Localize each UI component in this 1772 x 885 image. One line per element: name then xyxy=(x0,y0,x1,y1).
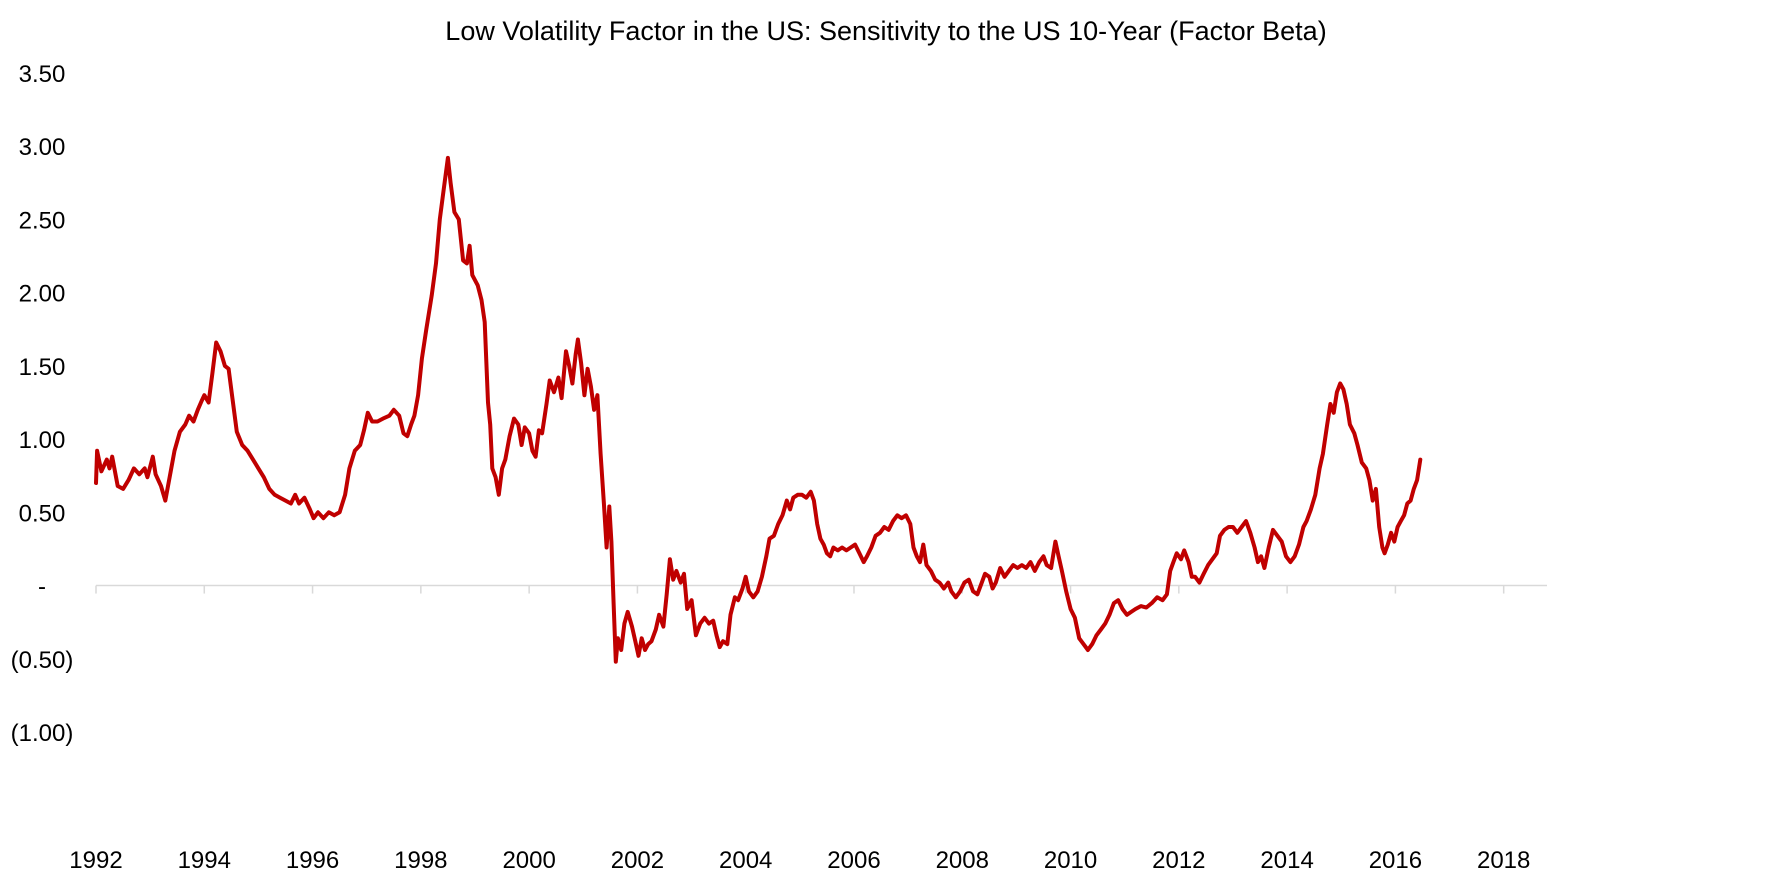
x-tick-label: 1996 xyxy=(286,847,339,874)
y-tick-label: 1.50 xyxy=(19,354,66,381)
y-tick-label: 3.50 xyxy=(19,61,66,88)
series-line xyxy=(94,155,1423,664)
y-tick-label: 1.00 xyxy=(19,427,66,454)
y-axis-tick-labels: 3.50 3.00 2.50 2.00 1.50 1.00 0.50 - (0.50) (1.00… xyxy=(11,61,74,747)
y-tick-label: (0.50) xyxy=(11,647,74,674)
x-axis-tick-marks xyxy=(95,585,1505,594)
y-tick-label: 2.00 xyxy=(19,281,66,308)
x-tick-label: 2000 xyxy=(502,847,555,874)
x-tick-label: 2014 xyxy=(1260,847,1313,874)
y-tick-label: 3.00 xyxy=(19,134,66,161)
x-axis-tick-labels: 1992 1994 1996 1998 2000 2002 2004 2006 2008 2010… xyxy=(69,847,1530,874)
x-axis xyxy=(95,584,1547,594)
x-tick-label: 2008 xyxy=(936,847,989,874)
x-tick-label: 2002 xyxy=(611,847,664,874)
x-tick-label: 2016 xyxy=(1369,847,1422,874)
y-tick-label: 0.50 xyxy=(19,500,66,527)
x-tick-label: 2018 xyxy=(1477,847,1530,874)
x-tick-label: 2004 xyxy=(719,847,772,874)
x-tick-label: 1992 xyxy=(69,847,122,874)
x-tick-label: 1998 xyxy=(394,847,447,874)
y-tick-label: - xyxy=(38,574,46,601)
x-tick-label: 1994 xyxy=(178,847,231,874)
x-tick-label: 2012 xyxy=(1152,847,1205,874)
y-tick-label: (1.00) xyxy=(11,720,74,747)
chart-title: Low Volatility Factor in the US: Sensiti… xyxy=(445,16,1326,46)
x-tick-label: 2006 xyxy=(827,847,880,874)
series-group xyxy=(94,155,1423,664)
x-tick-label: 2010 xyxy=(1044,847,1097,874)
y-tick-label: 2.50 xyxy=(19,207,66,234)
